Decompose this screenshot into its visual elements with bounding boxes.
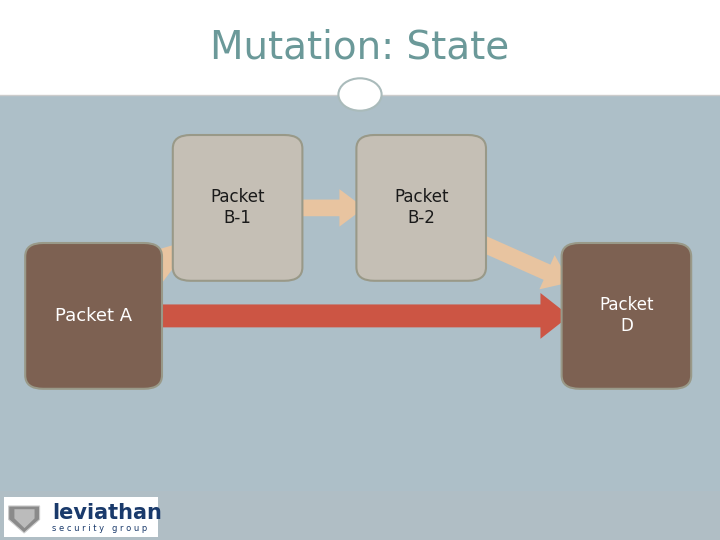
Text: Packet
B-1: Packet B-1 — [210, 188, 265, 227]
Text: leviathan: leviathan — [52, 503, 162, 523]
FancyBboxPatch shape — [0, 491, 720, 540]
FancyBboxPatch shape — [25, 243, 162, 389]
FancyBboxPatch shape — [0, 94, 720, 491]
FancyBboxPatch shape — [0, 0, 720, 94]
FancyBboxPatch shape — [562, 243, 691, 389]
FancyBboxPatch shape — [4, 497, 158, 537]
Text: Packet
D: Packet D — [599, 296, 654, 335]
Text: Mutation: State: Mutation: State — [210, 28, 510, 66]
Text: s e c u r i t y   g r o u p: s e c u r i t y g r o u p — [52, 524, 147, 532]
Polygon shape — [14, 509, 35, 528]
Circle shape — [338, 78, 382, 111]
FancyBboxPatch shape — [173, 135, 302, 281]
Polygon shape — [9, 506, 40, 533]
Text: Packet A: Packet A — [55, 307, 132, 325]
Text: Packet
B-2: Packet B-2 — [394, 188, 449, 227]
FancyBboxPatch shape — [356, 135, 486, 281]
